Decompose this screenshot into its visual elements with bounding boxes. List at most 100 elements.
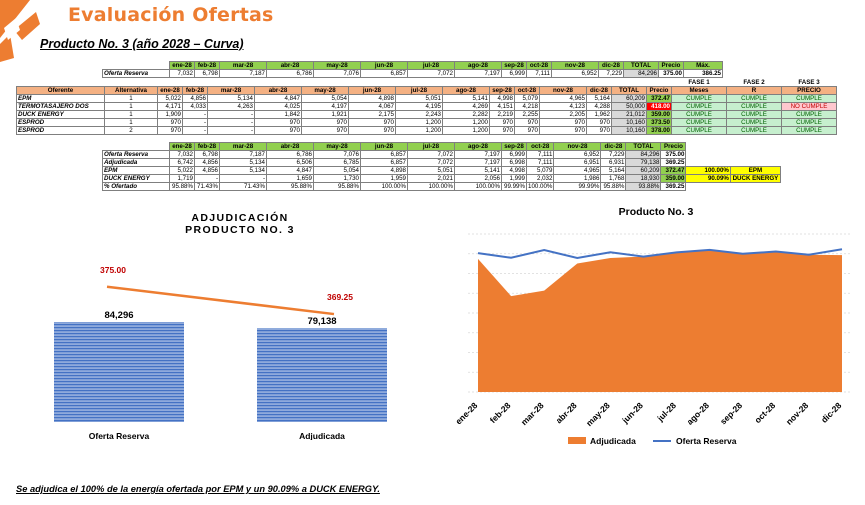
table-cell: 50,000 [611,102,647,111]
row-label: DUCK ENERGY [16,110,105,119]
table-cell: 10,160 [611,126,647,135]
spacer-cell [686,143,731,151]
column-header: feb-28 [194,142,220,151]
table-cell: CUMPLE [781,118,837,127]
table-cell: 1 [104,110,158,119]
table-cell: CUMPLE [781,110,837,119]
legend-swatch-adjudicada [568,437,586,444]
table-cell: 4,263 [207,102,255,111]
column-header: TOTAL [611,86,647,95]
offers-table: FASE 1 FASE 2 FASE 3 Oferente Alternativa ene… [16,79,837,135]
table-cell: 6,786 [266,150,314,159]
spacer-cell [302,79,349,87]
table-cell: 970 [514,118,540,127]
table-cell: 970 [157,118,183,127]
right-chart: ene-28 feb-28 mar-28 abr-28 may-28 jun-28 jul-… [450,220,862,460]
table-row: % Ofertado 95.88% 71.43% 71.43% 95.88% 95.88%… [102,182,781,191]
table-cell: 6,857 [360,150,408,159]
table-cell: 2,175 [348,110,396,119]
table-cell: CUMPLE [726,102,782,111]
table-cell: 7,076 [313,69,361,78]
column-header: ene-28 [157,86,183,95]
table-cell: 2,219 [489,110,515,119]
column-header: jun-28 [360,142,408,151]
table-cell: 7,072 [407,69,455,78]
table-row: ESPROD 1 970- -970 970 970 1,200 1,200 970 970 970… [16,118,837,127]
table-cell: 18,930 [625,174,662,183]
table-cell: CUMPLE [726,118,782,127]
table-cell: 4,151 [489,102,515,111]
table-cell: 1 [104,94,158,103]
column-header: ene-28 [169,61,195,70]
table-cell: 2,021 [407,174,455,183]
table-cell: 1,959 [360,174,408,183]
table-cell: 4,171 [157,102,183,111]
table-cell: 6,786 [266,69,314,78]
table-cell: 6,999 [501,69,527,78]
left-chart-title: ADJUDICACIÓN PRODUCTO NO. 3 [150,212,330,236]
column-header: dic-28 [598,61,624,70]
spacer-cell [540,79,587,87]
table-cell: 1 [104,102,158,111]
table-cell: 375.00 [658,69,684,78]
spacer-cell [396,79,443,87]
table-cell: 7,187 [219,69,267,78]
bar [54,322,184,422]
table-cell: 7,229 [600,150,627,159]
spacer-cell [730,143,780,151]
table-cell: 2 [104,126,158,135]
table-cell: 7,032 [169,150,195,159]
table-cell: 4,965 [553,166,602,175]
column-header: Oferente [16,86,105,95]
spacer-cell [158,79,183,87]
table-cell: 5,164 [600,166,627,175]
table-cell: 369.25 [660,158,687,167]
table-cell: 6,785 [313,158,361,167]
spacer-cell [183,79,208,87]
table-cell: 1,730 [313,174,361,183]
row-label: EPM [102,166,170,175]
table-cell: 100.00% [525,182,555,191]
table-cell: 7,072 [407,158,455,167]
spacer-cell [443,79,490,87]
column-header: may-28 [313,142,361,151]
column-header [103,62,170,70]
table-cell: 359.00 [646,110,672,119]
table-cell: 95.88% [600,182,627,191]
table-cell: - [207,110,255,119]
column-header: may-28 [313,61,361,70]
row-label: Adjudicada [102,158,170,167]
table-cell: 1,986 [553,174,602,183]
table-cell: CUMPLE [726,126,782,135]
column-header: ago-28 [454,61,502,70]
table-cell: 378.00 [646,126,672,135]
price-line [106,285,335,316]
table-cell: 970 [348,126,396,135]
table-cell: 60,209 [611,94,647,103]
table-cell: 4,197 [301,102,349,111]
price-label: 375.00 [100,265,126,275]
column-header: Precio [660,142,687,151]
table-cell: 7,032 [169,69,195,78]
column-header: oct-28 [514,86,540,95]
table-cell: 4,218 [514,102,540,111]
column-header: nov-28 [539,86,587,95]
table-cell: 5,051 [395,94,443,103]
spacer-cell [730,183,780,191]
table-cell: 970 [514,126,540,135]
table-cell: 2,255 [514,110,540,119]
table-row: EPM 5,022 4,856 5,134 4,847 5,054 4,898 5,051 5,… [102,166,781,175]
column-header: dic-28 [600,142,627,151]
table-cell: 5,134 [219,166,267,175]
table-cell: 7,111 [525,158,555,167]
table-cell: 369.25 [660,182,687,191]
table-cell: 95.88% [266,182,314,191]
table-cell: 7,197 [454,69,502,78]
table-cell: - [194,174,220,183]
row-label: TERMOTASAJERO DOS [16,102,105,111]
table-cell: 71.43% [219,182,267,191]
column-header: nov-28 [553,142,602,151]
table-cell: 100.00% [407,182,455,191]
chart-title-line: PRODUCTO NO. 3 [185,224,295,236]
table-cell: 970 [301,126,349,135]
